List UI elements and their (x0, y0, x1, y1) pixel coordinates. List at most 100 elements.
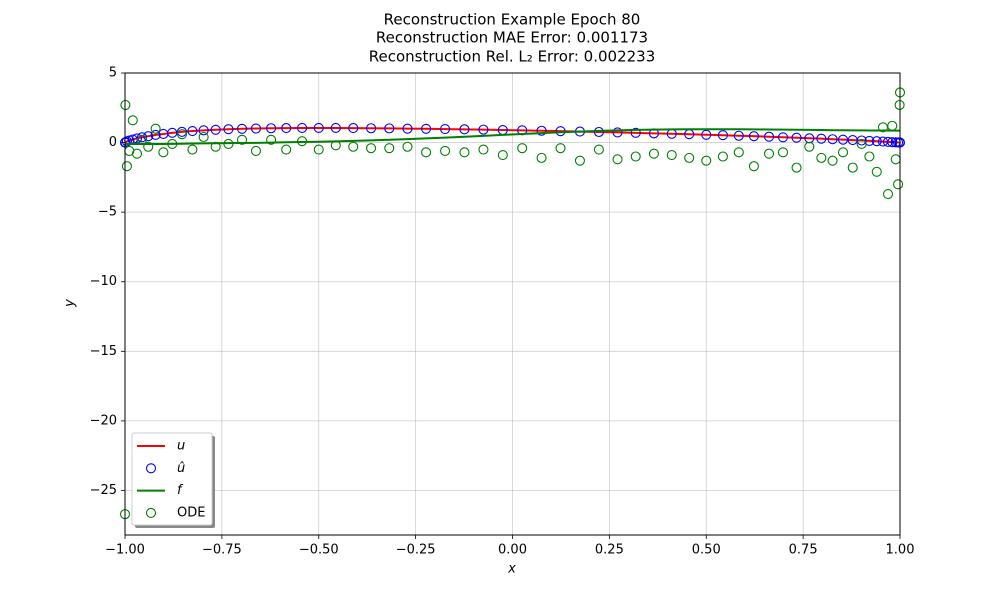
marker (791, 162, 802, 173)
marker (837, 147, 849, 158)
marker (236, 134, 248, 145)
marker (478, 124, 489, 135)
marker (856, 138, 867, 150)
x-tick-label: 0.75 (789, 543, 818, 558)
marker (266, 134, 277, 145)
marker (150, 129, 161, 140)
marker (871, 166, 882, 177)
marker (497, 150, 508, 161)
marker (187, 144, 198, 155)
legend-label: û (177, 461, 185, 476)
y-tick-label: −5 (98, 205, 117, 220)
marker (882, 189, 894, 200)
y-tick-label: 5 (109, 66, 117, 81)
marker (348, 141, 359, 152)
marker (131, 133, 143, 144)
x-tick-label: −1.00 (105, 543, 145, 558)
marker (536, 125, 547, 136)
y-tick-label: −15 (90, 344, 117, 359)
marker (593, 144, 604, 155)
marker (517, 143, 528, 154)
marker (198, 125, 209, 136)
marker (856, 135, 867, 146)
marker (137, 134, 148, 145)
marker (864, 151, 875, 162)
marker (210, 141, 221, 152)
marker (384, 123, 395, 134)
marker (701, 155, 712, 166)
marker (717, 151, 728, 162)
marker (176, 126, 188, 137)
marker (837, 134, 849, 145)
marker (250, 145, 262, 156)
marker (143, 141, 154, 152)
marker (816, 133, 827, 144)
marker (648, 148, 659, 159)
marker (733, 147, 744, 158)
marker (281, 144, 292, 155)
marker (223, 124, 234, 135)
marker (827, 134, 838, 145)
marker (777, 132, 789, 143)
marker (330, 140, 341, 151)
marker (887, 120, 898, 131)
chart-title: Reconstruction MAE Error: 0.001173 (376, 29, 648, 47)
marker (313, 144, 324, 155)
marker (574, 155, 585, 166)
marker (791, 132, 802, 143)
marker (131, 148, 143, 159)
marker (250, 123, 262, 134)
marker (121, 161, 132, 172)
marker (198, 131, 209, 143)
marker (150, 123, 161, 134)
marker (777, 147, 789, 158)
legend-label: ODE (177, 505, 205, 520)
x-tick-label: 1.00 (886, 543, 915, 558)
axes-frame (124, 72, 901, 536)
marker (187, 125, 198, 137)
marker (717, 130, 728, 141)
marker (440, 124, 451, 135)
marker (612, 127, 623, 138)
marker (847, 162, 858, 173)
chart-title: Reconstruction Example Epoch 80 (384, 11, 641, 29)
marker (555, 143, 566, 154)
marker (127, 115, 138, 126)
marker (281, 123, 292, 134)
marker (459, 124, 470, 135)
marker (763, 148, 775, 159)
legend (131, 432, 213, 526)
marker (348, 123, 359, 134)
marker (167, 127, 178, 138)
marker (612, 154, 623, 165)
marker (236, 123, 248, 134)
marker (666, 150, 677, 161)
x-axis-label: x (507, 562, 516, 577)
marker (167, 138, 178, 150)
y-tick-label: −10 (90, 274, 117, 289)
y-tick-label: 0 (109, 135, 117, 150)
y-tick-label: −20 (90, 413, 117, 428)
marker (366, 123, 377, 134)
marker (421, 147, 432, 158)
marker (893, 179, 904, 190)
legend-swatch (145, 507, 157, 518)
marker (748, 161, 759, 172)
marker (748, 131, 759, 142)
x-tick-label: −0.50 (299, 543, 339, 558)
marker (158, 147, 169, 158)
marker (421, 123, 432, 134)
y-axis-label: y (63, 299, 78, 308)
marker (313, 122, 324, 134)
marker (536, 152, 547, 163)
marker (871, 136, 882, 147)
marker (266, 123, 277, 134)
marker (440, 145, 451, 156)
marker (478, 144, 489, 155)
legend-label: u (177, 439, 185, 454)
marker (137, 132, 148, 143)
x-tick-label: 0.50 (692, 543, 721, 558)
x-tick-label: −0.75 (202, 543, 242, 558)
marker (297, 136, 308, 147)
